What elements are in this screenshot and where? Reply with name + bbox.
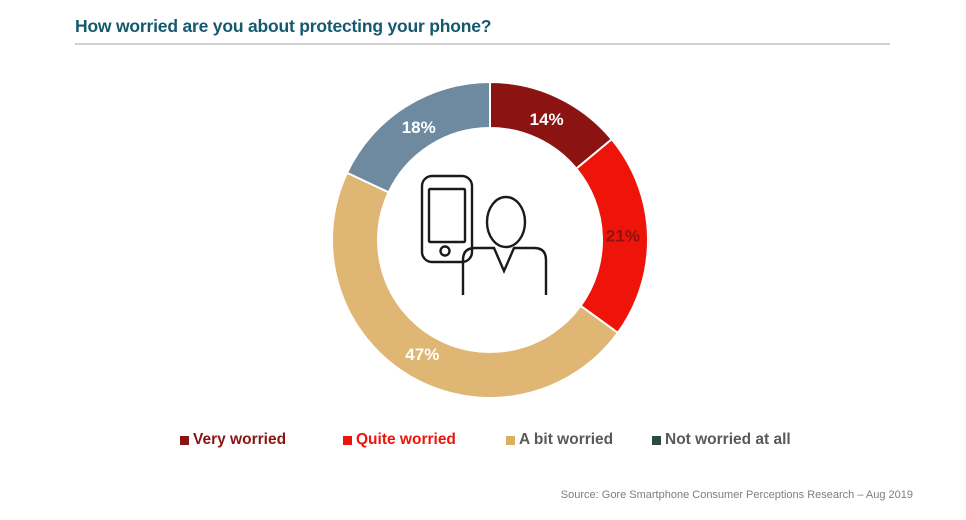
smartphone-screen-icon — [427, 187, 467, 244]
donut-chart-svg: 14% 21% 47% 18% — [331, 80, 649, 399]
slice-label: 14% — [530, 110, 564, 129]
smartphone-home-button-icon — [439, 245, 451, 257]
legend-item-quite-worried: Quite worried — [343, 431, 456, 449]
legend-bullet-icon — [343, 435, 352, 445]
person-shoulders-icon — [461, 246, 548, 295]
slice-label: 21% — [606, 226, 640, 245]
donut-slice — [345, 80, 491, 194]
legend-item-label: A bit worried — [519, 431, 614, 448]
title-divider — [75, 43, 890, 45]
legend-item-label: Quite worried — [356, 431, 456, 448]
chart-legend: Very worried Quite worried A bit worried… — [0, 431, 966, 455]
donut-slice — [331, 171, 620, 399]
donut-chart: 14% 21% 47% 18% — [318, 68, 662, 412]
legend-bullet-icon — [652, 435, 661, 445]
slice-label: 47% — [405, 345, 439, 364]
legend-bullet-icon — [180, 435, 189, 445]
person-with-smartphone-icon — [420, 174, 548, 295]
legend-item-label: Not worried at all — [665, 431, 791, 448]
slice-label: 18% — [402, 118, 436, 137]
person-head-icon — [485, 195, 527, 249]
legend-item-not-worried-at-all: Not worried at all — [652, 431, 791, 449]
smartphone-body-icon — [420, 174, 474, 264]
source-attribution: Source: Gore Smartphone Consumer Percept… — [560, 489, 913, 501]
donut-slice-labels: 14% 21% 47% 18% — [402, 110, 640, 364]
page-title: How worried are you about protecting you… — [75, 16, 492, 36]
legend-bullet-icon — [506, 435, 515, 445]
legend-item-a-bit-worried: A bit worried — [506, 431, 613, 449]
donut-slices — [331, 80, 649, 399]
legend-item-very-worried: Very worried — [180, 431, 286, 449]
legend-item-label: Very worried — [193, 431, 287, 448]
